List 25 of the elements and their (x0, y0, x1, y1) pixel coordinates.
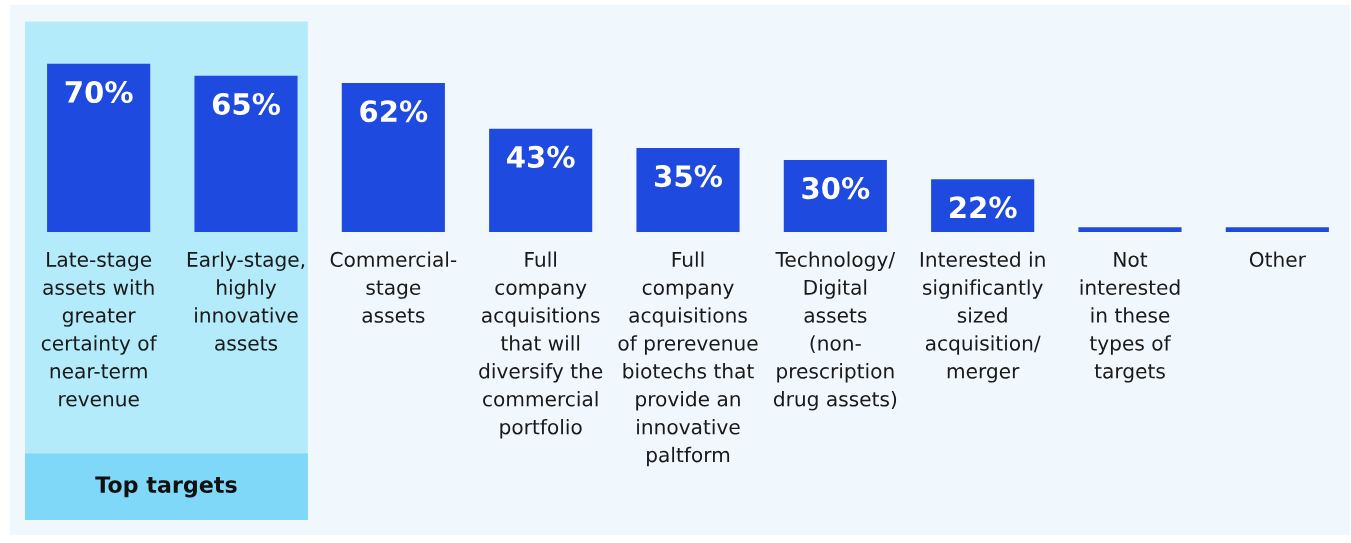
bar (489, 128, 593, 232)
data-label: 43% (507, 145, 575, 168)
bar (1225, 227, 1329, 232)
x-tick-label: Not interested in these types of targets (1080, 252, 1180, 383)
bar (1078, 227, 1182, 232)
x-tick-label: Full company acquisitions of prerevenue biotechs that provide an innovative paltform (618, 251, 758, 467)
x-tick-label: Full company acquisitions that will diversify the commercial portfolio (479, 251, 603, 439)
bar (47, 63, 151, 232)
bar (341, 83, 445, 232)
bar (636, 147, 740, 232)
bar (194, 75, 298, 232)
x-tick-label: Late-stage assets with greater certainty of near-term revenue (41, 252, 158, 407)
data-label: 22% (950, 196, 1017, 219)
data-label: 30% (802, 177, 870, 200)
x-tick-label: Early-stage, highly innovative assets (187, 251, 305, 351)
bar (783, 159, 887, 232)
x-tick-label: Technology/ Digital assets (non- prescription drug assets) (773, 251, 897, 411)
data-label: 35% (655, 165, 722, 188)
x-tick-label: Commercial- stage assets (330, 251, 457, 323)
x-tick-label: Interested in significantly sized acquisition/ merger (920, 251, 1045, 383)
x-tick-label: Other (1249, 251, 1306, 268)
data-label: 65% (212, 92, 280, 116)
data-label: 62% (360, 100, 428, 123)
band-label: Top targets (95, 476, 237, 498)
data-label: 70% (65, 80, 133, 104)
